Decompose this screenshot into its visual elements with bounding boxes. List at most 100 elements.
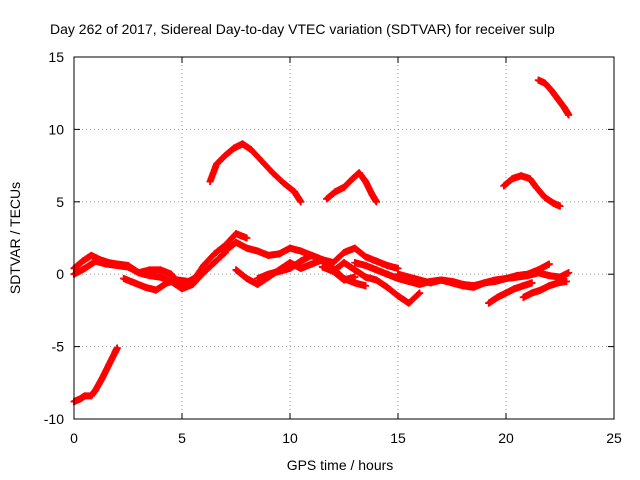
data-point xyxy=(470,282,478,290)
data-point xyxy=(362,262,370,270)
data-point xyxy=(502,289,510,297)
data-point xyxy=(308,251,316,259)
data-point xyxy=(383,262,391,270)
data-point xyxy=(372,266,380,274)
data-point xyxy=(329,267,337,275)
data-point xyxy=(275,250,283,258)
data-point xyxy=(534,76,542,84)
data-point xyxy=(383,270,391,278)
data-point xyxy=(526,175,534,183)
data-point xyxy=(113,344,121,352)
data-point xyxy=(156,266,164,274)
data-point xyxy=(493,293,501,301)
data-point xyxy=(349,175,357,183)
y-tick-label: 15 xyxy=(48,49,64,65)
tick-layer xyxy=(73,56,615,420)
x-tick-label: 5 xyxy=(178,430,186,446)
data-point xyxy=(79,257,87,265)
y-tick-label: -10 xyxy=(44,411,64,427)
data-point xyxy=(124,262,132,270)
data-point xyxy=(280,179,288,187)
data-point xyxy=(448,277,456,285)
data-point xyxy=(331,188,339,196)
data-point xyxy=(372,276,380,284)
data-point xyxy=(297,198,305,206)
data-point xyxy=(156,273,164,281)
data-point xyxy=(87,392,95,400)
data-marks xyxy=(70,76,573,406)
data-point xyxy=(437,276,445,284)
data-point xyxy=(383,283,391,291)
data-point xyxy=(200,262,208,270)
data-point xyxy=(554,279,562,287)
x-tick-label: 25 xyxy=(606,430,622,446)
data-point xyxy=(480,279,488,287)
data-point xyxy=(491,277,499,285)
data-point xyxy=(459,280,467,288)
data-point xyxy=(290,188,298,196)
data-point xyxy=(167,270,175,278)
data-point xyxy=(275,267,283,275)
data-point xyxy=(351,259,359,267)
data-point xyxy=(247,146,255,154)
data-point xyxy=(318,256,326,264)
x-tick-labels: 0 5 10 15 20 25 xyxy=(70,430,622,446)
data-point xyxy=(243,275,251,283)
data-point xyxy=(152,286,160,294)
data-point xyxy=(528,279,536,287)
data-point xyxy=(238,140,246,148)
data-point xyxy=(286,244,294,252)
series-track-1 xyxy=(70,344,121,406)
series-track-14 xyxy=(394,269,573,290)
data-point xyxy=(541,79,549,87)
data-point xyxy=(221,151,229,159)
data-point xyxy=(537,286,545,294)
data-point xyxy=(565,269,573,277)
data-point xyxy=(130,279,138,287)
x-tick-label: 0 xyxy=(70,430,78,446)
data-point xyxy=(560,104,568,112)
data-point xyxy=(174,276,182,284)
data-point xyxy=(232,230,240,238)
data-point xyxy=(556,202,564,210)
data-point xyxy=(394,292,402,300)
data-point xyxy=(318,263,326,271)
data-point xyxy=(534,269,542,277)
x-tick-label: 15 xyxy=(390,430,406,446)
data-point xyxy=(340,183,348,191)
data-point xyxy=(230,144,238,152)
data-point xyxy=(254,247,262,255)
data-point xyxy=(340,276,348,284)
data-point xyxy=(426,279,434,287)
data-point xyxy=(541,193,549,201)
data-point xyxy=(269,169,277,177)
series-track-3 xyxy=(323,169,380,206)
data-point xyxy=(113,260,121,268)
data-point xyxy=(519,293,527,301)
data-point xyxy=(340,259,348,267)
data-point xyxy=(554,95,562,103)
series-track-15 xyxy=(485,279,536,307)
data-point xyxy=(264,251,272,259)
data-point xyxy=(394,270,402,278)
data-point xyxy=(297,257,305,265)
series-track-5 xyxy=(534,76,573,119)
data-point xyxy=(372,257,380,265)
data-point xyxy=(502,275,510,283)
marker-cluster xyxy=(206,140,305,206)
series-track-16 xyxy=(519,277,570,301)
data-point xyxy=(210,250,218,258)
data-point xyxy=(545,282,553,290)
data-point xyxy=(405,273,413,281)
data-point xyxy=(362,253,370,261)
data-point xyxy=(210,259,218,267)
series-track-4 xyxy=(500,172,564,210)
data-point xyxy=(524,272,532,280)
data-point xyxy=(550,199,558,207)
x-axis-label: GPS time / hours xyxy=(287,457,394,473)
data-point xyxy=(243,244,251,252)
data-point xyxy=(368,191,376,199)
data-point xyxy=(372,198,380,206)
grid-layer xyxy=(74,57,614,419)
